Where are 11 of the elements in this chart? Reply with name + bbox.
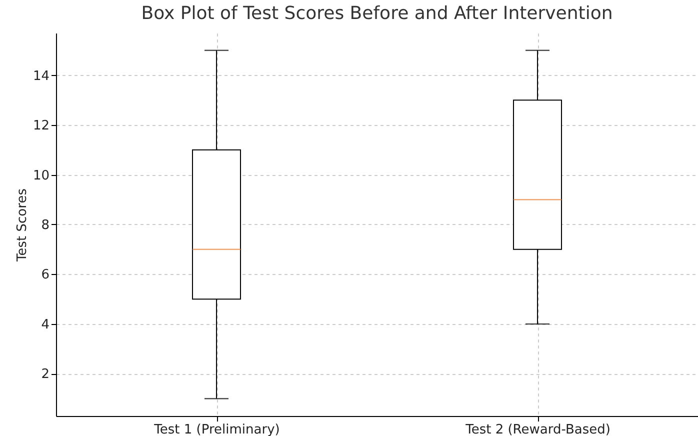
y-tick-label: 10 <box>32 168 50 184</box>
x-tick-label: Test 1 (Preliminary) <box>153 422 280 436</box>
y-axis-title: Test Scores <box>14 188 30 262</box>
y-tick-label: 2 <box>41 367 50 382</box>
y-tick-label: 8 <box>41 218 50 233</box>
x-tick-label: Test 2 (Reward-Based) <box>464 422 610 436</box>
y-tick-label: 14 <box>32 68 50 84</box>
chart-title: Box Plot of Test Scores Before and After Intervention <box>141 3 613 24</box>
y-tick-label: 12 <box>32 118 50 134</box>
y-tick-label: 6 <box>41 268 50 283</box>
y-tick-label: 4 <box>41 317 50 332</box>
